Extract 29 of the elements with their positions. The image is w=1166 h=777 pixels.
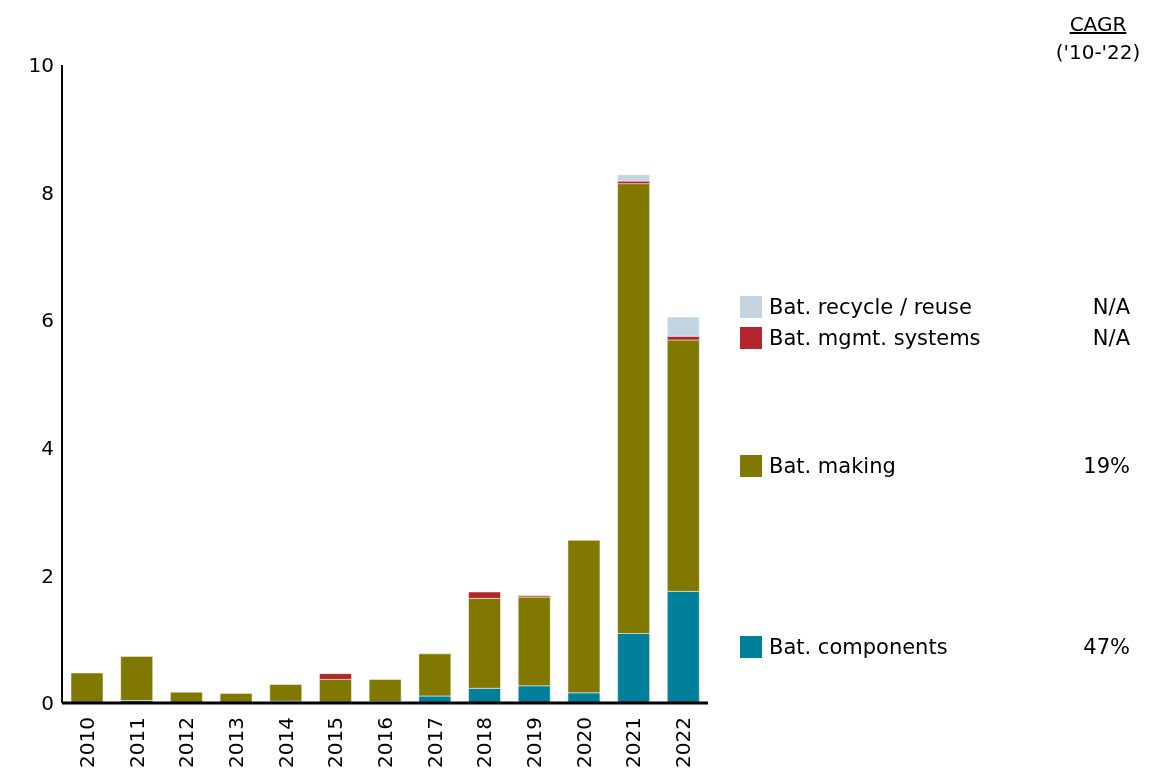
text: 47% xyxy=(1083,635,1130,660)
x-tick-label: 2010 xyxy=(74,717,99,768)
x-tick-label: 2021 xyxy=(621,717,646,768)
x-tick-label: 2014 xyxy=(273,717,298,768)
x-tick-label: 2011 xyxy=(124,717,149,768)
y-tick-label: 0 xyxy=(41,691,54,716)
text: N/A xyxy=(1092,295,1130,320)
legend-label: Bat. recycle / reuse xyxy=(769,295,973,320)
x-tick-label: 2019 xyxy=(522,717,547,768)
y-tick-label: 6 xyxy=(41,308,54,333)
text: N/A xyxy=(1092,326,1130,351)
text: 19% xyxy=(1083,453,1130,478)
x-tick-label: 2020 xyxy=(571,717,596,768)
legend-title: CAGR xyxy=(1068,11,1128,38)
x-tick-label: 2017 xyxy=(422,717,447,768)
text: ('10-'22) xyxy=(1054,39,1142,66)
y-tick-label: 2 xyxy=(41,563,54,588)
x-tick-label: 2022 xyxy=(671,717,696,768)
y-tick-label: 10 xyxy=(28,53,54,78)
legend-label: Bat. mgmt. systems xyxy=(769,326,982,351)
legend-label: Bat. components xyxy=(769,635,949,660)
y-tick-label: 8 xyxy=(41,180,54,205)
x-tick-label: 2013 xyxy=(223,717,248,768)
x-tick-label: 2012 xyxy=(174,717,199,768)
x-tick-label: 2016 xyxy=(373,717,397,768)
x-tick-label: 2015 xyxy=(323,717,348,768)
x-tick-label: 2018 xyxy=(472,717,497,768)
legend-label: Bat. making xyxy=(769,453,897,478)
y-tick-label: 4 xyxy=(41,435,54,460)
